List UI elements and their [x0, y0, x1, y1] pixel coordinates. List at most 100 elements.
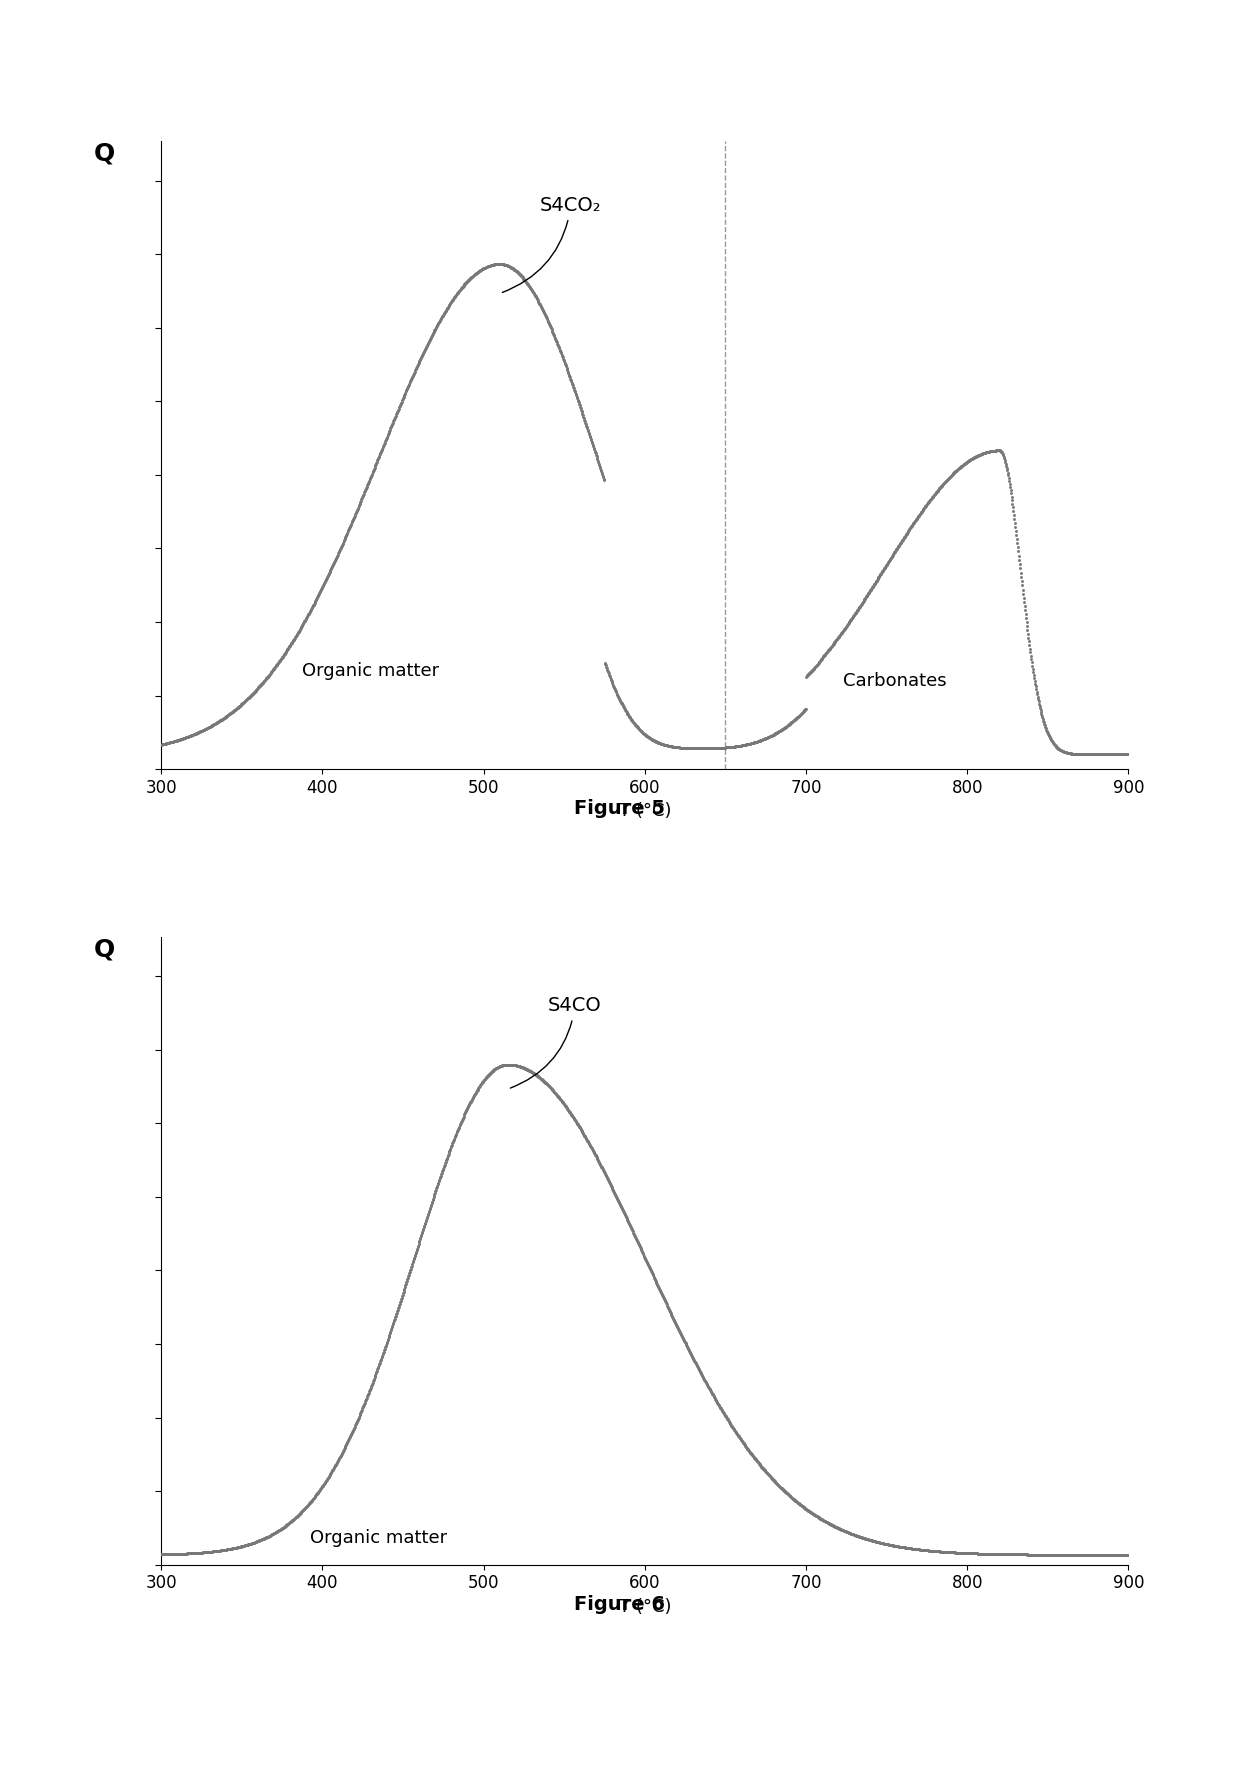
Point	[200, 713, 219, 741]
Point	[999, 470, 1019, 499]
Point	[796, 1494, 816, 1522]
Point	[234, 688, 254, 716]
Point	[213, 1536, 233, 1565]
Point	[913, 1536, 932, 1565]
Point	[1107, 741, 1127, 769]
Point	[1081, 741, 1101, 769]
Point	[420, 1193, 440, 1222]
Point	[632, 718, 652, 746]
Point	[1053, 1540, 1073, 1568]
Point	[494, 249, 513, 278]
Point	[765, 720, 785, 748]
Point	[486, 1054, 506, 1082]
Point	[1033, 704, 1053, 732]
Point	[1111, 741, 1131, 769]
Point	[289, 617, 309, 645]
Point	[399, 371, 419, 400]
Point	[754, 725, 774, 753]
Point	[506, 256, 526, 285]
Point	[448, 279, 467, 308]
Point	[875, 553, 895, 582]
Point	[579, 421, 599, 449]
Point	[967, 442, 987, 470]
Point	[764, 1466, 784, 1494]
Point	[283, 1506, 303, 1535]
Point	[687, 1353, 707, 1381]
Point	[181, 1540, 201, 1568]
Point	[775, 713, 795, 741]
Point	[544, 322, 564, 350]
Point	[589, 1147, 609, 1176]
Point	[368, 446, 388, 474]
Point	[952, 1538, 972, 1566]
Point	[1049, 1540, 1069, 1568]
Point	[1068, 741, 1087, 769]
Point	[427, 1176, 446, 1204]
Point	[420, 324, 440, 352]
Point	[438, 293, 458, 322]
Point	[161, 1540, 181, 1568]
Point	[609, 684, 629, 713]
Point	[184, 721, 203, 750]
Point	[1025, 672, 1045, 700]
Point	[268, 651, 288, 679]
Point	[1007, 1540, 1027, 1568]
Point	[330, 1443, 350, 1471]
Point	[868, 564, 888, 592]
Point	[258, 1522, 278, 1551]
Point	[771, 1473, 791, 1501]
Point	[683, 1344, 703, 1372]
Point	[522, 276, 542, 304]
Point	[684, 734, 704, 762]
Point	[314, 569, 334, 598]
Point	[603, 1174, 622, 1202]
Point	[1110, 741, 1130, 769]
Point	[286, 1503, 306, 1531]
Point	[941, 1538, 961, 1566]
Point	[1086, 1540, 1106, 1568]
Point	[563, 370, 583, 398]
Point	[508, 1052, 528, 1080]
Point	[1116, 741, 1136, 769]
Point	[419, 325, 439, 354]
Point	[428, 309, 448, 338]
Point	[512, 1054, 532, 1082]
Point	[325, 548, 345, 576]
Point	[737, 1434, 756, 1462]
Point	[697, 1370, 717, 1398]
Point	[604, 674, 624, 702]
Point	[453, 1105, 472, 1133]
Point	[1087, 741, 1107, 769]
Point	[647, 728, 667, 757]
Point	[614, 1199, 634, 1227]
Point	[228, 693, 248, 721]
Point	[608, 1185, 627, 1213]
Point	[392, 387, 412, 415]
Point	[465, 1080, 485, 1109]
Point	[312, 1473, 332, 1501]
Point	[1081, 741, 1101, 769]
Point	[887, 534, 906, 562]
Point	[305, 589, 325, 617]
Point	[978, 1540, 998, 1568]
Point	[477, 1063, 497, 1091]
Point	[334, 529, 353, 557]
Point	[1101, 741, 1121, 769]
Point	[480, 251, 500, 279]
Point	[206, 1536, 226, 1565]
Point	[539, 1073, 559, 1101]
Point	[399, 1257, 419, 1285]
Point	[491, 1052, 511, 1080]
Point	[645, 1266, 665, 1294]
Point	[651, 730, 671, 758]
Point	[211, 1536, 231, 1565]
Point	[404, 1243, 424, 1271]
Point	[558, 357, 578, 385]
Point	[284, 624, 304, 652]
Point	[954, 1538, 973, 1566]
Point	[1040, 1540, 1060, 1568]
Point	[677, 1333, 697, 1361]
Point	[789, 702, 808, 730]
Point	[515, 1054, 534, 1082]
Point	[564, 375, 584, 403]
